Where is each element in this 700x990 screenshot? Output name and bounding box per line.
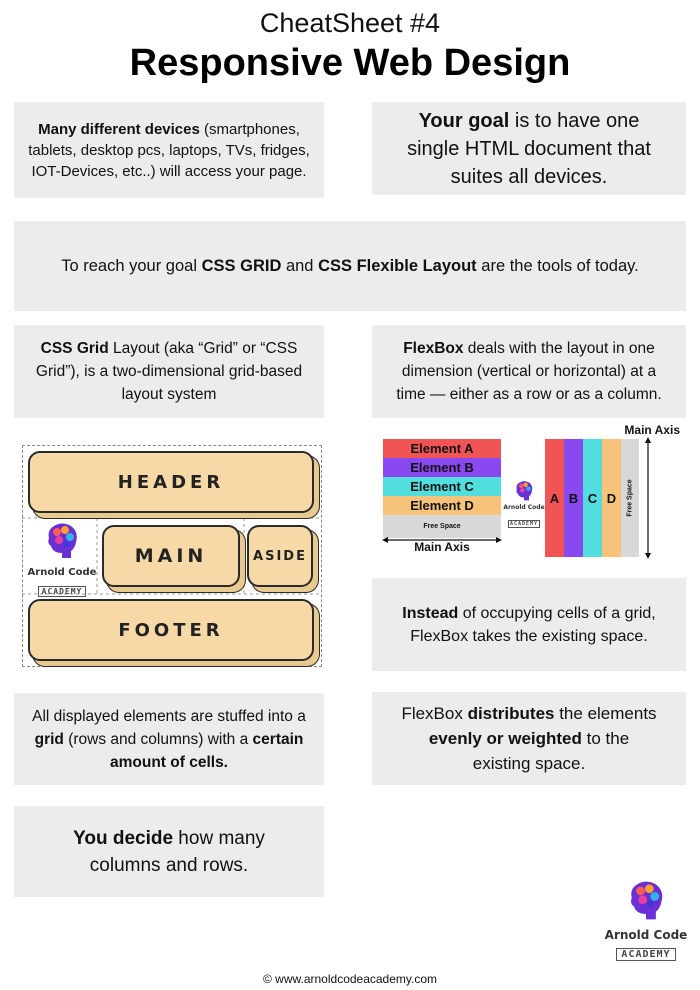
flexbox-info-box: FlexBox deals with the layout in one dim… <box>372 325 686 418</box>
academy-logo-name: Arnold Code <box>604 928 688 942</box>
flex-row-element-b: Element B <box>383 458 501 477</box>
logo-academy-badge-small: ACADEMY <box>507 520 541 528</box>
flex-col-free-space-label: Free Space <box>626 479 634 517</box>
page-title: Responsive Web Design <box>129 42 571 84</box>
flex-row-element-a: Element A <box>383 439 501 458</box>
logo-name: Arnold Code <box>27 567 97 578</box>
grid-info-text: Layout (aka “Grid” or “CSS Grid”), is a … <box>35 340 303 403</box>
goal-box: Your goal is to have one single HTML doc… <box>372 102 686 195</box>
cells-text-pre: All displayed elements are stuffed into … <box>32 707 306 725</box>
grid-info-bold: CSS Grid <box>40 340 109 357</box>
distributes-bold-weighted: evenly or weighted <box>428 729 582 748</box>
flexbox-info-text: deals with the layout in one dimension (… <box>396 340 662 403</box>
logo-name-small: Arnold Code <box>503 504 545 511</box>
goal-text: is to have one single HTML document that… <box>407 109 651 188</box>
decide-text: how many columns and rows. <box>89 827 265 876</box>
tools-text-mid: and <box>281 256 319 275</box>
grid-aside-cell: ASIDE <box>247 525 313 587</box>
instead-bold: Instead <box>402 604 459 622</box>
decide-bold: You decide <box>73 827 174 849</box>
main-axis-arrow-vertical <box>645 437 651 559</box>
main-axis-label-row: Main Axis <box>414 540 470 554</box>
grid-lines <box>22 517 322 595</box>
grid-diagram <box>22 445 322 667</box>
grid-header-cell: HEADER <box>28 451 314 513</box>
tools-text-pre: To reach your goal <box>61 256 202 275</box>
tools-bold-flex: CSS Flexible Layout <box>318 256 477 275</box>
flex-col-free-space: Free Space <box>621 439 639 557</box>
logo-in-grid: Arnold Code ACADEMY <box>24 522 100 614</box>
brain-head-icon-small <box>516 481 533 501</box>
cells-bold-grid: grid <box>34 730 64 748</box>
subtitle: CheatSheet #4 <box>259 8 441 38</box>
cells-bold-amount: certain amount of cells. <box>110 730 304 771</box>
grid-info-box: CSS Grid Layout (aka “Grid” or “CSS Grid… <box>14 325 324 418</box>
tools-box: To reach your goal CSS GRID and CSS Flex… <box>14 221 686 311</box>
distributes-text-mid: the elements <box>554 704 657 723</box>
flex-col-element-b: B <box>564 439 583 557</box>
flex-col-element-c: C <box>583 439 602 557</box>
devices-box: Many different devices (smartphones, tab… <box>14 102 324 198</box>
academy-logo: Arnold Code ACADEMY <box>600 880 692 961</box>
logo-academy-badge: ACADEMY <box>37 586 87 597</box>
grid-footer-cell: FOOTER <box>28 599 314 661</box>
devices-text: (smartphones, tablets, desktop pcs, lapt… <box>28 120 310 180</box>
flex-col-element-a: A <box>545 439 564 557</box>
instead-box: Instead of occupying cells of a grid, Fl… <box>372 578 686 671</box>
brain-head-icon-large <box>631 881 663 920</box>
logo-in-flex: Arnold Code ACADEMY <box>502 477 546 528</box>
grid-main-cell: MAIN <box>102 525 240 587</box>
distributes-bold: distributes <box>467 704 555 723</box>
footer-copyright: © www.arnoldcodeacademy.com <box>262 972 438 986</box>
instead-text: of occupying cells of a grid, FlexBox ta… <box>410 604 656 645</box>
main-axis-arrow-horizontal <box>382 537 502 543</box>
flex-row-element-d: Element D <box>383 496 501 515</box>
distributes-text-post: to the existing space. <box>472 729 630 773</box>
decide-box: You decide how many columns and rows. <box>14 806 324 897</box>
distributes-box: FlexBox distributes the elements evenly … <box>372 692 686 785</box>
brain-head-icon <box>48 523 77 558</box>
academy-logo-badge: ACADEMY <box>616 948 676 961</box>
flex-col-element-d: D <box>602 439 621 557</box>
distributes-text-pre: FlexBox <box>401 704 468 723</box>
goal-bold: Your goal <box>418 109 510 132</box>
tools-text-post: are the tools of today. <box>476 256 639 275</box>
flex-row-element-c: Element C <box>383 477 501 496</box>
flex-row-free-space: Free Space <box>383 515 501 538</box>
cells-box: All displayed elements are stuffed into … <box>14 693 324 785</box>
flexbox-info-bold: FlexBox <box>403 340 464 357</box>
cells-text-mid: (rows and columns) with a <box>63 730 253 748</box>
main-axis-label-col: Main Axis <box>624 423 680 437</box>
devices-bold: Many different devices <box>38 120 200 138</box>
tools-bold-grid: CSS GRID <box>201 256 282 275</box>
